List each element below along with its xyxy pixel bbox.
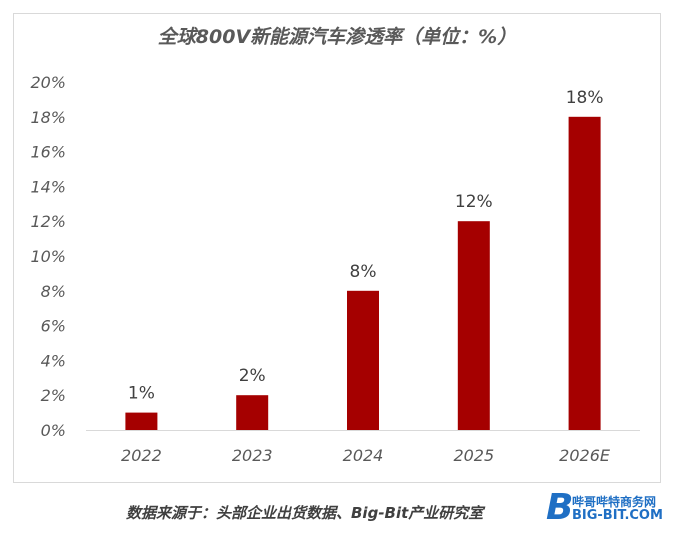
x-tick-label: 2023 [232,446,273,465]
bar [125,412,158,430]
data-label: 8% [350,262,377,282]
y-tick-label: 12% [30,212,66,231]
watermark-letter: B [546,487,574,528]
bar [568,116,601,431]
chart-frame [13,13,661,483]
data-label: 2% [239,366,266,386]
watermark-logo: B 哔哥哔特商务网 BIG-BIT.COM [546,487,670,528]
y-tick-label: 20% [30,73,66,92]
bar [347,290,379,430]
source-note: 数据来源于：头部企业出货数据、Big-Bit产业研究室 [126,504,484,522]
x-tick-label: 2025 [453,446,494,465]
y-tick-label: 2% [41,386,66,405]
y-tick-label: 8% [41,282,66,301]
y-tick-label: 4% [41,351,66,370]
y-tick-label: 16% [30,143,66,162]
data-label: 18% [566,88,604,108]
watermark-en-text: BIG-BIT.COM [572,508,663,523]
data-label: 12% [455,192,493,212]
chart-title: 全球800V新能源汽车渗透率（单位：%） [157,26,517,48]
data-label: 1% [128,384,155,404]
y-tick-label: 6% [41,317,66,336]
watermark-cn-text: 哔哥哔特商务网 [572,495,657,509]
x-tick-label: 2022 [121,446,162,465]
y-tick-label: 14% [30,177,66,196]
y-tick-label: 10% [30,247,66,266]
bar [457,221,490,430]
bar [236,395,269,430]
y-tick-label: 18% [30,108,66,127]
y-tick-label: 0% [41,421,66,440]
x-tick-label: 2024 [343,446,384,465]
x-tick-label: 2026E [559,446,611,465]
